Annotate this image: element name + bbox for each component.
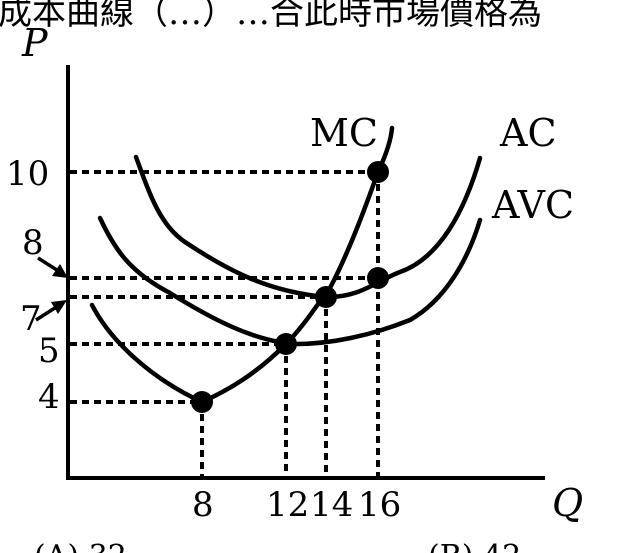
y-tick-8: 8 xyxy=(22,223,44,263)
guide-lines xyxy=(70,170,380,478)
y-tick-4: 4 xyxy=(38,377,60,417)
option-b: (B) 42 xyxy=(428,539,521,553)
ac-label: AC xyxy=(499,111,557,155)
ac-curve xyxy=(133,154,483,300)
arrow-icon-8 xyxy=(37,256,68,278)
y-tick-10: 10 xyxy=(6,154,49,194)
point-mc-min xyxy=(191,391,213,413)
point-mc-8 xyxy=(367,267,389,289)
y-tick-5: 5 xyxy=(38,331,60,371)
mc-label: MC xyxy=(310,111,378,155)
avc-label: AVC xyxy=(491,183,574,227)
x-tick-12: 12 xyxy=(266,485,309,525)
key-points xyxy=(191,161,389,413)
axes xyxy=(66,65,545,480)
point-ac-min xyxy=(315,286,337,308)
arrow-icon-7 xyxy=(35,300,67,322)
x-axis-label: Q xyxy=(552,481,583,525)
y-tick-7: 7 xyxy=(20,299,42,339)
avc-curve xyxy=(97,215,483,347)
x-tick-8: 8 xyxy=(192,485,214,525)
mc-curve xyxy=(89,125,395,405)
header-text: 成本曲線（…）…合此時市場價格為 xyxy=(0,0,542,33)
point-avc-min xyxy=(275,333,297,355)
x-tick-16: 16 xyxy=(358,485,401,525)
x-tick-14: 14 xyxy=(310,485,353,525)
point-mc-10 xyxy=(367,161,389,183)
y-axis-label: P xyxy=(21,21,49,65)
option-a: (A) 32 xyxy=(34,539,127,553)
